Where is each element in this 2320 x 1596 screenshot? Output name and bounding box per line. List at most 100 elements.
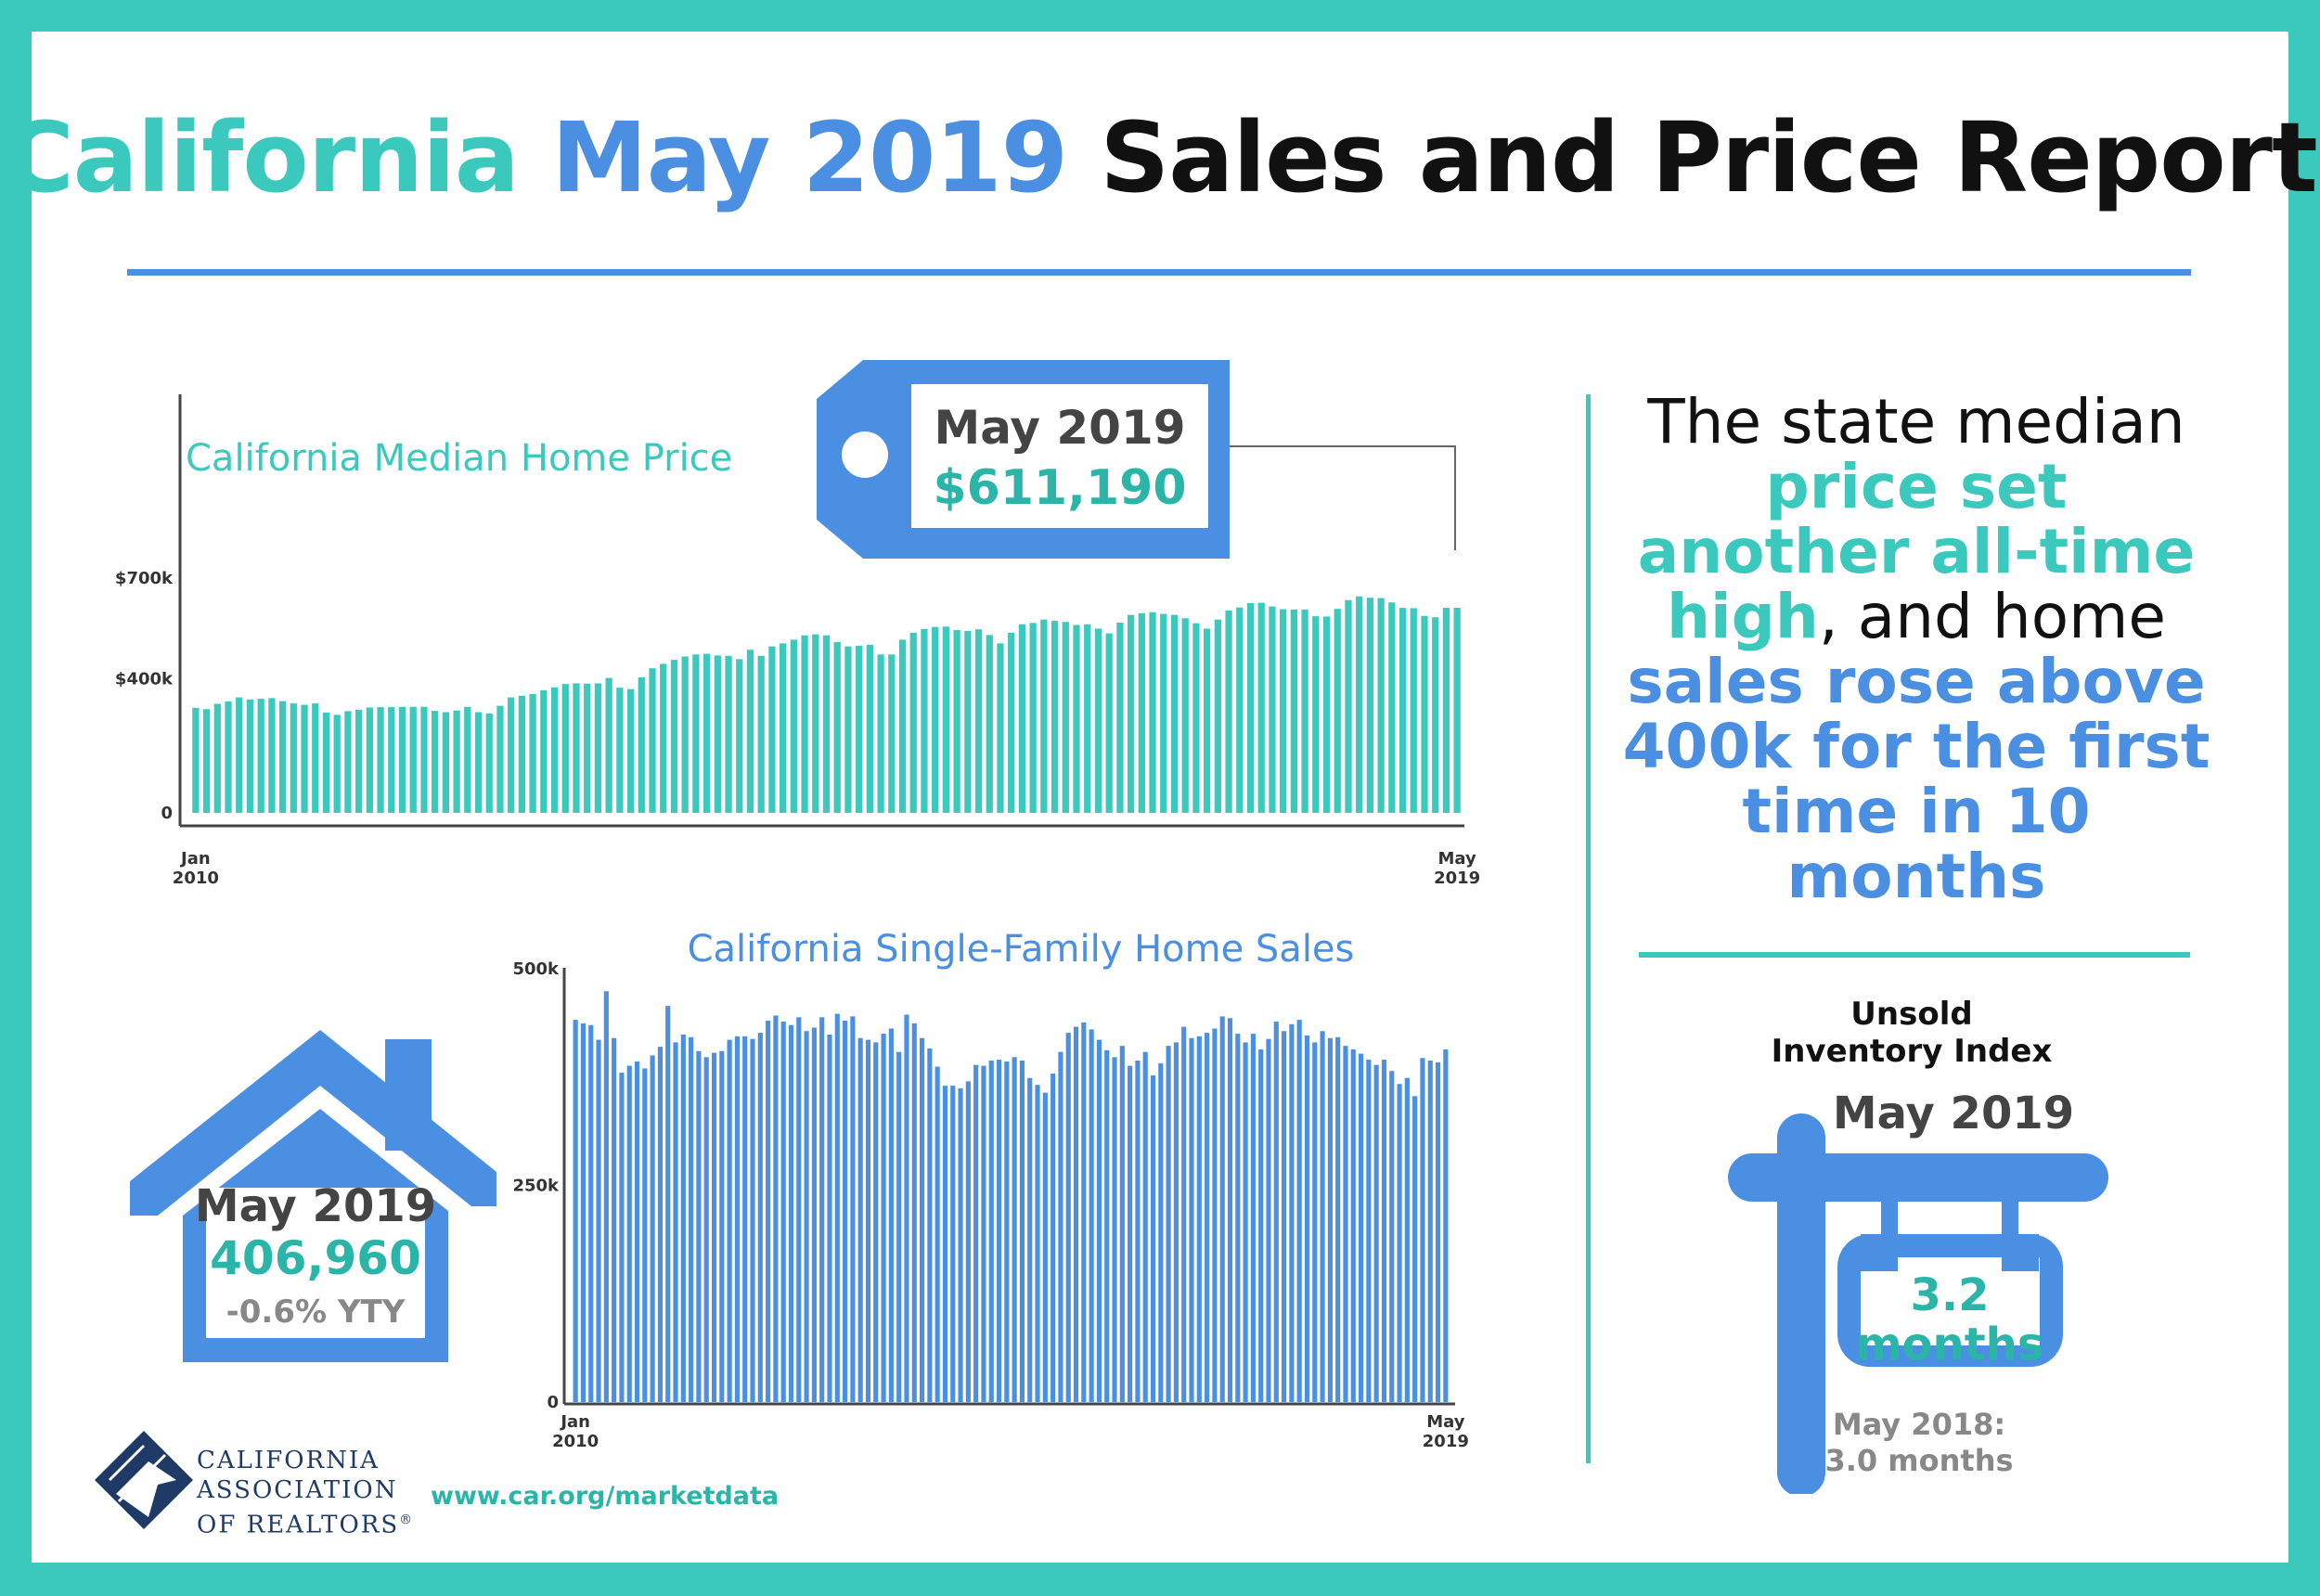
sales-bar [703,1057,709,1402]
inventory-value: 3.2 [1910,1269,1989,1321]
sales-bar [888,1028,894,1402]
sales-bar [1343,1046,1348,1402]
price-bar [801,635,808,813]
price-bar [1018,624,1026,813]
price-bar [953,629,960,813]
price-tag-month: May 2019 [934,401,1185,455]
sales-bar [1050,1074,1056,1402]
price-bar [1290,609,1298,813]
price-bar [594,683,602,813]
car-org-line-3-text: OF REALTORS [197,1511,400,1539]
sales-bar [827,1034,832,1402]
sales-bar [1027,1077,1033,1402]
price-bar [1008,632,1015,813]
price-bar [192,707,200,813]
sales-bar [650,1055,655,1402]
price-bar [354,709,363,813]
price-bar [1246,602,1255,813]
sales-bar [1389,1071,1395,1402]
price-bar [464,706,471,813]
price-bar [1301,609,1308,813]
sales-y-tick-labels: 500k 250k 0 [512,959,560,1412]
house-sales-value: 406,960 [210,1231,421,1285]
sales-bar [773,1015,779,1402]
sales-bar [1404,1077,1410,1402]
price-bar [1127,614,1135,813]
sales-chart-title: California Single-Family Home Sales [688,928,1355,971]
price-bar [1334,609,1341,813]
price-bar [584,683,591,813]
sales-bar [657,1047,664,1402]
sales-bar [958,1088,963,1402]
price-bar [1084,624,1091,813]
sales-bar [1250,1034,1256,1402]
price-bar [1050,621,1059,813]
sales-bar [1412,1096,1418,1402]
sales-bar [965,1081,971,1402]
sales-bar [950,1086,956,1402]
inventory-prior-value: 3.0 months [1824,1443,2013,1478]
price-bar [974,629,983,813]
price-bar [877,654,884,813]
price-bar [605,677,612,813]
sales-x-tick-label: Jan [559,1412,590,1432]
sales-bar [757,1033,763,1402]
price-bar [377,707,384,813]
sales-bar [596,1039,601,1402]
price-bar [692,654,700,813]
car-logo-icon [95,1431,193,1529]
price-bar [833,641,841,813]
price-bar [1366,598,1374,813]
sales-bar [911,1023,917,1402]
sales-y-tick-label: 0 [547,1393,559,1412]
price-bar [236,697,243,813]
sales-bar [1397,1084,1402,1402]
sales-bar [1235,1034,1241,1402]
price-bar [932,626,939,813]
sales-bar [680,1034,686,1402]
price-bar [1094,628,1102,813]
sales-bar [603,991,609,1402]
price-bar [257,699,264,813]
price-bar [736,659,743,813]
car-org-line-3: OF REALTORS® [197,1505,414,1540]
price-bar [921,628,928,813]
price-bar [529,693,536,813]
sales-bar [673,1042,678,1402]
price-bar [366,707,373,813]
sales-bar [1058,1051,1063,1402]
sales-y-tick-label: 250k [512,1177,560,1196]
sales-bar [766,1021,771,1402]
market-data-link[interactable]: www.car.org/marketdata [431,1482,780,1511]
sales-bar [612,1037,617,1402]
price-y-tick-label: $700k [115,569,174,588]
price-bar [1236,607,1244,813]
inventory-title-line-1: Unsold [1850,996,1973,1033]
inventory-title-line-2: Inventory Index [1771,1033,2053,1070]
sales-bar [719,1050,725,1402]
price-bar [1421,615,1428,813]
sales-bars [573,991,1449,1402]
sales-bar [1089,1029,1094,1402]
sales-bar [1350,1049,1356,1402]
price-bar [398,706,406,813]
inventory-prior-label: May 2018: [1833,1407,2005,1442]
price-bar [681,656,689,813]
sales-bar [1282,1031,1287,1402]
price-callout-leader [1230,445,1456,550]
price-bar [822,635,831,813]
sales-bar [1320,1031,1325,1402]
title-part-month: May 2019 [551,101,1068,214]
price-chart-axes [178,394,1464,828]
sales-bar [1219,1016,1225,1402]
inventory-month: May 2019 [1833,1095,2074,1139]
price-bar [1105,633,1113,813]
price-bar [997,643,1004,813]
sales-bar [665,1006,671,1402]
house-icon: May 2019 406,960 -0.6% YTY [130,1030,496,1362]
price-x-tick-label: May [1438,849,1477,869]
sales-bar [919,1037,925,1402]
price-bar [1322,616,1331,813]
sales-bar [927,1048,933,1402]
